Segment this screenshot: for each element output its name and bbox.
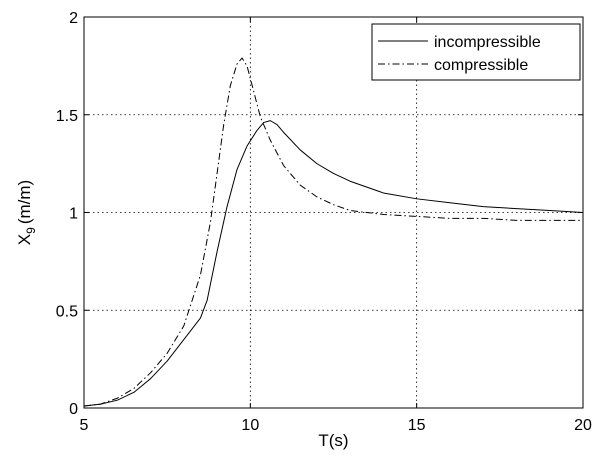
y-tick-label: 0 xyxy=(69,401,78,418)
y-axis-label-subscript: 9 xyxy=(24,227,38,234)
x-tick-label: 20 xyxy=(574,417,592,434)
y-tick-label: 0.5 xyxy=(56,303,78,320)
legend: incompressible compressible xyxy=(371,23,581,81)
y-tick-label: 1.5 xyxy=(56,108,78,125)
legend-label-incompressible: incompressible xyxy=(434,34,541,51)
x-tick-label: 15 xyxy=(408,417,426,434)
y-tick-label: 2 xyxy=(69,10,78,27)
legend-box xyxy=(371,23,581,81)
x-tick-label: 5 xyxy=(80,417,89,434)
y-axis-label-symbol: X xyxy=(15,234,34,245)
series-line-incompressible xyxy=(83,120,584,407)
y-axis-label: X9 (m/m) xyxy=(15,180,38,245)
x-axis-label: T(s) xyxy=(318,431,348,450)
series-lines xyxy=(83,57,584,407)
y-axis-label-unit: (m/m) xyxy=(15,180,34,224)
y-tick-label: 1 xyxy=(69,206,78,223)
x-tick-label: 10 xyxy=(241,417,259,434)
series-line-compressible xyxy=(83,57,583,407)
axis-ticks: 5 10 15 20 0 0.5 1 1.5 2 xyxy=(56,10,592,434)
legend-label-compressible: compressible xyxy=(434,57,528,74)
